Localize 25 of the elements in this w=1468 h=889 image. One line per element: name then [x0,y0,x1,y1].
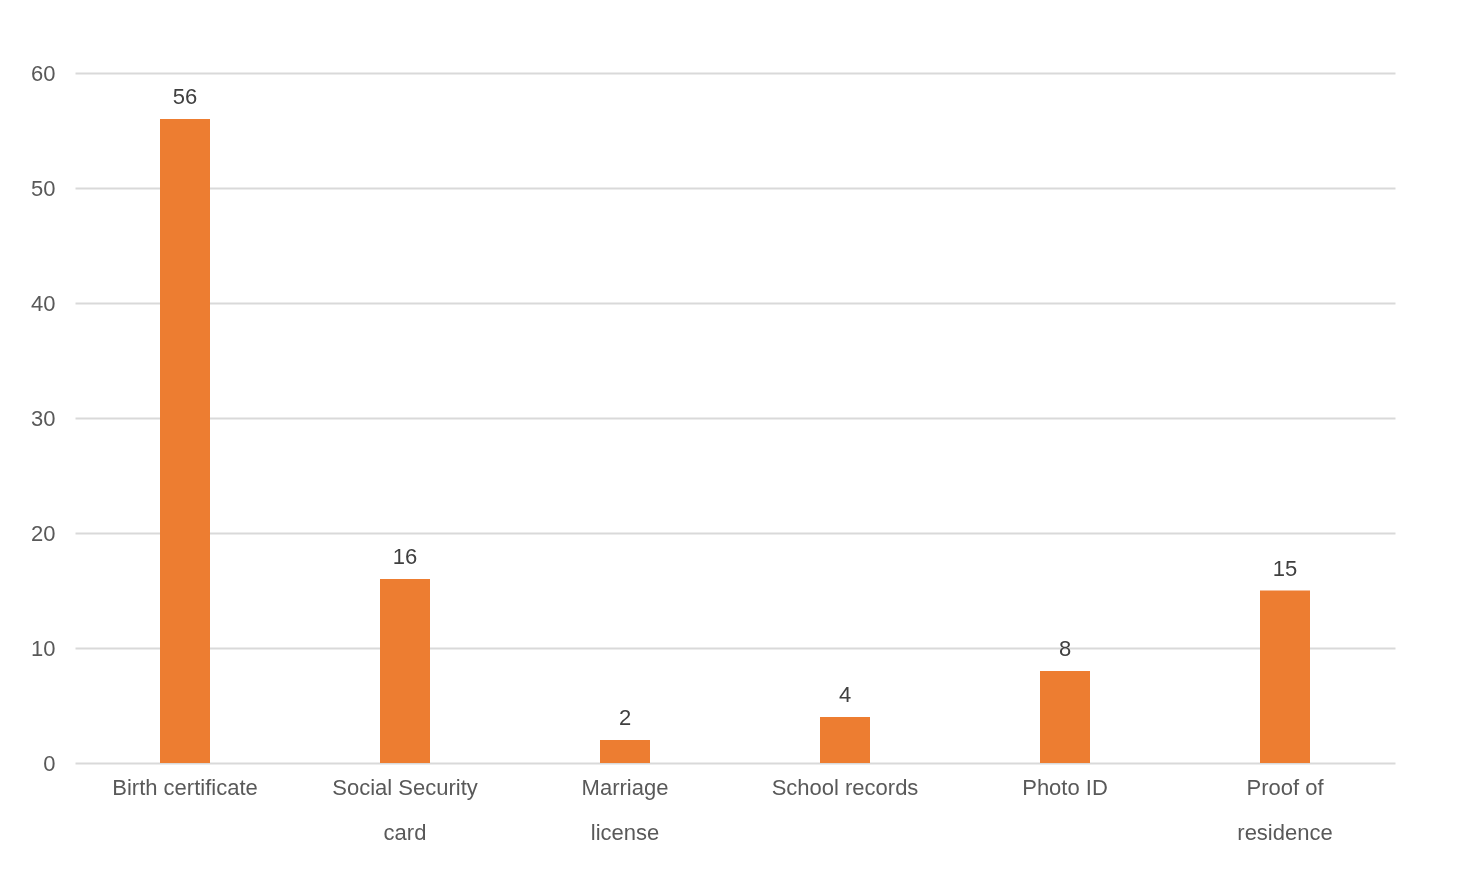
x-tick-label: Birth certificate [112,774,258,800]
x-tick-label: Photo ID [1022,774,1108,800]
y-tick-label: 20 [31,520,56,546]
bar [600,740,650,763]
data-label: 2 [618,705,632,730]
data-label: 8 [1058,636,1072,661]
y-tick-label: 50 [31,175,56,201]
y-tick-label: 0 [43,750,56,776]
x-tick-label: Proof of residence [1237,774,1333,845]
x-tick-label: Social Security card [332,774,478,845]
data-label: 4 [838,682,852,707]
bar [820,717,870,763]
data-label: 15 [1272,555,1298,581]
x-tick-label: Marriage license [581,774,669,845]
x-tick-label: School records [771,774,919,800]
data-label: 56 [172,84,198,109]
y-tick-label: 30 [31,405,56,431]
data-label: 16 [392,544,418,569]
bar [160,119,210,763]
bar [380,579,430,763]
y-tick-label: 40 [31,290,56,316]
y-tick-label: 10 [31,635,56,661]
y-tick-label: 60 [31,60,56,86]
bar [1260,590,1310,763]
bar [1040,671,1090,763]
